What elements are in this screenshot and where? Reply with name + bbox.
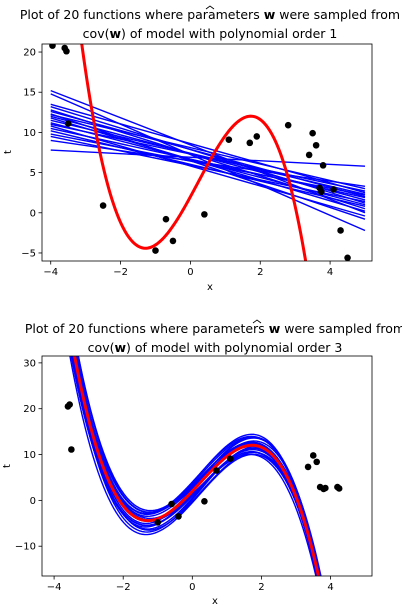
data-point bbox=[175, 513, 182, 520]
data-point bbox=[99, 202, 107, 209]
data-point bbox=[304, 463, 312, 471]
chart2-title-line1: Plot of 20 functions where parameters w … bbox=[25, 321, 402, 336]
x-tick-label: 4 bbox=[327, 582, 333, 593]
x-tick-label: 4 bbox=[327, 267, 333, 278]
chart1-title-line1: Plot of 20 functions where parameters w … bbox=[20, 7, 400, 22]
data-point bbox=[253, 133, 261, 140]
sample-curve-16 bbox=[76, 356, 320, 576]
data-point bbox=[201, 497, 208, 505]
y-tick-label: 20 bbox=[23, 404, 36, 415]
data-point bbox=[312, 141, 320, 149]
data-point bbox=[309, 452, 317, 459]
data-point bbox=[313, 458, 321, 466]
chart1-title-line2: cov(w) of model with polynomial order 1 bbox=[83, 26, 338, 41]
true-function-curve bbox=[80, 44, 308, 261]
sample-line-18 bbox=[50, 135, 366, 203]
sample-line-14 bbox=[50, 125, 366, 217]
data-point bbox=[335, 485, 343, 492]
x-tick-label: −4 bbox=[47, 582, 62, 593]
y-tick-label: 0 bbox=[30, 496, 36, 507]
data-point bbox=[246, 139, 254, 147]
data-point bbox=[318, 188, 325, 196]
data-point bbox=[169, 237, 177, 245]
y-tick-label: −10 bbox=[15, 542, 36, 553]
chart1-plot-area: −4 −2 0 2 4 −5 0 5 10 15 20 bbox=[21, 43, 373, 278]
data-point bbox=[213, 467, 220, 474]
x-tick-label: −2 bbox=[113, 267, 128, 278]
data-point bbox=[154, 519, 162, 526]
y-tick-label: −5 bbox=[21, 248, 36, 259]
data-point bbox=[309, 129, 316, 137]
sample-curve-13 bbox=[75, 356, 320, 576]
y-tick-label: 5 bbox=[30, 168, 36, 179]
x-tick-label: 2 bbox=[258, 582, 264, 593]
sample-curve-3 bbox=[75, 356, 321, 576]
data-point bbox=[330, 186, 337, 193]
sample-curve-7 bbox=[75, 356, 320, 576]
data-point bbox=[322, 484, 329, 492]
data-point bbox=[68, 446, 75, 453]
data-point bbox=[66, 401, 73, 408]
chart2-xlabel: x bbox=[212, 596, 218, 607]
data-point bbox=[225, 136, 233, 143]
data-point bbox=[305, 151, 313, 159]
y-tick-label: 10 bbox=[23, 128, 36, 139]
sample-line-4 bbox=[50, 106, 366, 204]
chart2-title-line2: cov(w) of model with polynomial order 3 bbox=[88, 340, 343, 355]
sample-curve-20 bbox=[70, 356, 321, 576]
chart1-title-symbol: w bbox=[264, 7, 276, 22]
data-point bbox=[168, 500, 175, 508]
true-function-curve bbox=[73, 356, 320, 576]
axes-frame bbox=[41, 43, 373, 262]
chart2-ylabel: t bbox=[2, 464, 13, 468]
data-point bbox=[201, 211, 208, 218]
data-point bbox=[162, 215, 170, 223]
sample-curve-8 bbox=[71, 356, 319, 576]
sample-curve-19 bbox=[73, 356, 321, 576]
y-tick-label: 0 bbox=[30, 208, 36, 219]
chart2-hat-icon bbox=[252, 319, 262, 324]
x-tick-label: 2 bbox=[257, 267, 263, 278]
x-tick-label: −4 bbox=[43, 267, 58, 278]
chart2-title-symbol: w bbox=[269, 321, 281, 336]
chart1-hat-icon bbox=[205, 5, 215, 10]
data-point bbox=[227, 455, 234, 462]
sample-curve-10 bbox=[70, 356, 319, 576]
x-tick-label: 0 bbox=[187, 267, 193, 278]
chart1-xlabel: x bbox=[207, 282, 213, 293]
data-point bbox=[337, 227, 344, 234]
data-point bbox=[319, 162, 327, 169]
x-tick-label: 0 bbox=[189, 582, 195, 593]
data-point bbox=[63, 47, 70, 55]
data-point bbox=[49, 44, 56, 49]
sample-curve-12 bbox=[75, 356, 317, 576]
sample-curve-17 bbox=[77, 356, 320, 576]
x-tick-label: −2 bbox=[116, 582, 131, 593]
sample-line-6 bbox=[50, 110, 366, 198]
y-tick-label: 15 bbox=[23, 88, 36, 99]
chart1-ylabel: t bbox=[3, 150, 14, 154]
chart2-plot-area: −4 −2 0 2 4 −10 0 10 20 30 bbox=[15, 355, 373, 593]
axes-frame bbox=[41, 355, 373, 577]
data-point bbox=[284, 121, 292, 129]
sample-curve-9 bbox=[77, 356, 321, 576]
sample-curve-18 bbox=[69, 356, 319, 576]
y-tick-label: 30 bbox=[23, 358, 36, 369]
y-tick-label: 20 bbox=[23, 48, 36, 59]
sample-line-8 bbox=[50, 114, 366, 190]
data-point bbox=[344, 254, 351, 261]
data-point bbox=[152, 247, 159, 254]
data-point bbox=[64, 120, 72, 127]
y-tick-label: 10 bbox=[23, 450, 36, 461]
sample-line-20 bbox=[50, 149, 366, 167]
